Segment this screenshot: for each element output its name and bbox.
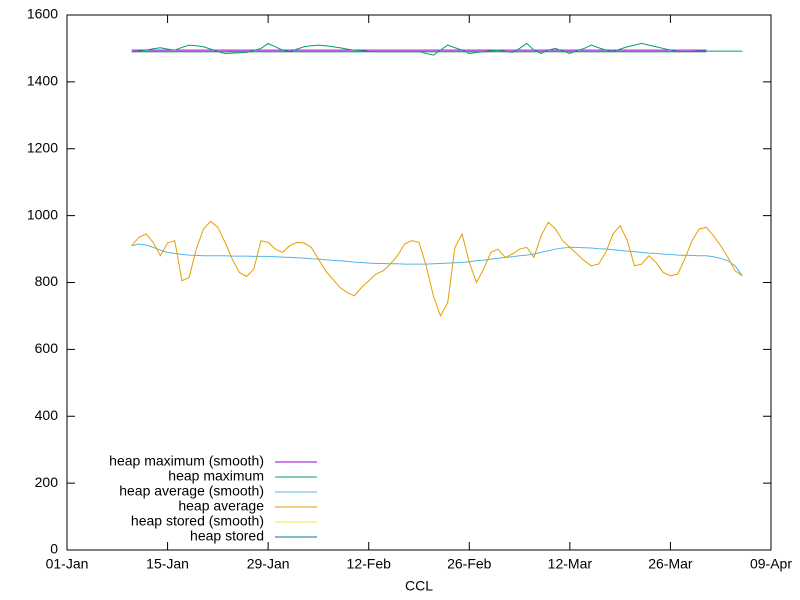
x-tick-label: 29-Jan: [247, 556, 290, 572]
series-line: [131, 42, 743, 56]
x-tick-label: 26-Mar: [648, 556, 693, 572]
x-tick-label: 01-Jan: [46, 556, 89, 572]
x-tick-label: 12-Mar: [548, 556, 593, 572]
y-tick-label: 0: [50, 541, 58, 557]
x-tick-label: 12-Feb: [347, 556, 392, 572]
legend-label: heap stored (smooth): [131, 513, 264, 529]
x-tick-label: 09-Apr: [750, 556, 792, 572]
legend-label: heap average: [178, 498, 264, 514]
y-tick-label: 1000: [27, 206, 58, 222]
x-tick-label: 15-Jan: [146, 556, 189, 572]
x-axis-label: CCL: [405, 578, 433, 594]
y-tick-label: 1200: [27, 139, 58, 155]
y-tick-label: 800: [35, 273, 59, 289]
y-tick-label: 200: [35, 474, 59, 490]
y-tick-label: 1600: [27, 6, 58, 22]
x-tick-label: 26-Feb: [447, 556, 492, 572]
legend-label: heap average (smooth): [119, 483, 264, 499]
y-tick-label: 400: [35, 407, 59, 423]
series-line: [131, 243, 743, 277]
y-tick-label: 1400: [27, 73, 58, 89]
legend-label: heap stored: [190, 528, 264, 544]
y-tick-label: 600: [35, 340, 59, 356]
series-line: [131, 220, 743, 318]
legend-label: heap maximum: [168, 468, 264, 484]
legend-label: heap maximum (smooth): [109, 453, 264, 469]
